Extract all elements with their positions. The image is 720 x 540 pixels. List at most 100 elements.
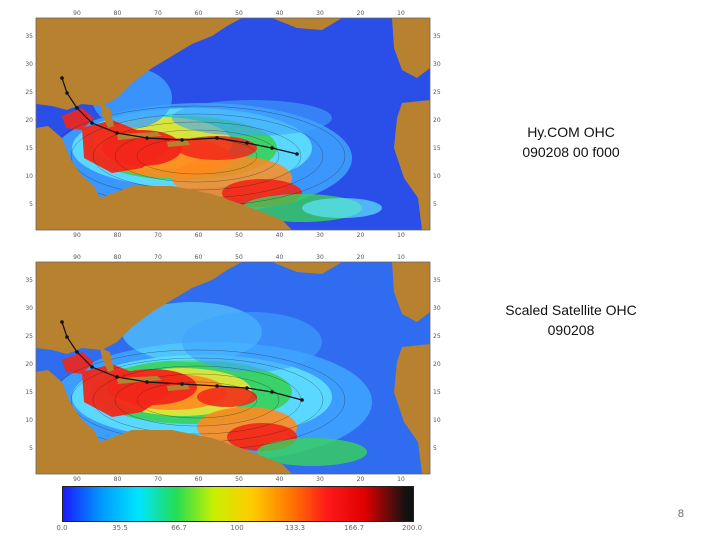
land-north-america (36, 18, 242, 110)
ohc-colorbar: 0.0 35.5 66.7 100 133.3 166.7 200.0 (56, 484, 422, 534)
storm-track-point (115, 375, 119, 379)
colorbar-label: 200.0 (401, 524, 423, 532)
land-north-america (36, 262, 242, 354)
latitude-tick-label-right: 35 (433, 33, 441, 40)
land-africa (394, 100, 430, 230)
latitude-tick-label-right: 15 (433, 389, 441, 396)
land-hispaniola (167, 384, 190, 391)
latitude-tick-label-left: 15 (25, 389, 33, 396)
ohc-contour-line (136, 137, 258, 175)
longitude-tick-label-bottom: 90 (73, 476, 81, 482)
latitude-tick-label-right: 20 (433, 117, 441, 124)
latitude-tick-label-right: 25 (433, 333, 441, 340)
land-florida (100, 104, 114, 128)
land-central-america (36, 126, 100, 198)
longitude-tick-label-bottom: 10 (397, 476, 405, 482)
longitude-tick-label-bottom: 20 (357, 232, 365, 238)
ohc-field-region (197, 387, 257, 407)
longitude-tick-label-top: 50 (235, 254, 243, 261)
longitude-tick-label-bottom: 60 (195, 476, 203, 482)
hycom-ohc-caption: Hy.COM OHC 090208 00 f000 (471, 122, 671, 162)
ohc-contour-line (92, 121, 302, 191)
satellite-ohc-title: Scaled Satellite OHC (505, 302, 637, 318)
land-central-america (36, 370, 100, 442)
storm-track-point (300, 398, 304, 402)
storm-track-point (245, 141, 249, 145)
longitude-tick-label-bottom: 30 (316, 476, 324, 482)
longitude-tick-label-bottom: 80 (114, 476, 122, 482)
land-florida (100, 348, 114, 372)
longitude-tick-label-bottom: 80 (114, 232, 122, 238)
map-frame-border (35, 17, 431, 231)
land-europe (392, 18, 430, 78)
latitude-tick-label-right: 30 (433, 61, 441, 68)
latitude-tick-label-right: 35 (433, 277, 441, 284)
longitude-tick-label-top: 70 (154, 254, 162, 261)
storm-track-point (65, 91, 69, 95)
storm-track-point (145, 380, 149, 384)
longitude-tick-label-top: 20 (357, 10, 365, 17)
longitude-tick-label-bottom: 50 (235, 232, 243, 238)
latitude-tick-label-left: 10 (25, 417, 33, 424)
latitude-tick-label-left: 10 (25, 173, 33, 180)
longitude-tick-label-top: 80 (114, 254, 122, 261)
storm-track-point (60, 76, 64, 80)
satellite-ohc-map: 90 90 80 80 70 70 60 60 50 50 40 40 30 30 20 20 10 10 35 35… (22, 252, 442, 482)
latitude-tick-label-right: 30 (433, 305, 441, 312)
latitude-tick-label-right: 20 (433, 361, 441, 368)
latitude-tick-label-left: 15 (25, 145, 33, 152)
latitude-tick-label-right: 10 (433, 173, 441, 180)
land-greenland (272, 18, 342, 30)
ohc-field-region (302, 198, 382, 218)
ohc-contour-line (136, 381, 258, 419)
storm-track-point (245, 386, 249, 390)
storm-track-point (90, 121, 94, 125)
land-greenland (272, 262, 342, 274)
land-europe (392, 262, 430, 322)
ohc-hotspot-gulf (62, 352, 94, 374)
map-plot-area (36, 262, 430, 474)
latitude-tick-label-left: 5 (29, 445, 33, 452)
storm-track-point (180, 382, 184, 386)
latitude-tick-label-right: 10 (433, 417, 441, 424)
colorbar-label: 133.3 (284, 524, 306, 532)
latitude-tick-label-left: 30 (25, 61, 33, 68)
ohc-field-region (182, 312, 322, 372)
satellite-ohc-date: 090208 (547, 322, 595, 338)
storm-track-point (295, 152, 299, 156)
latitude-tick-label-right: 15 (433, 145, 441, 152)
map-plot-area (36, 18, 430, 230)
longitude-tick-label-bottom: 20 (357, 476, 365, 482)
land-south-america (36, 430, 292, 474)
latitude-tick-label-right: 25 (433, 89, 441, 96)
longitude-tick-label-top: 40 (276, 10, 284, 17)
ohc-field-region (177, 136, 257, 160)
storm-track-point (215, 136, 219, 140)
hycom-ohc-title: Hy.COM OHC (527, 124, 615, 140)
longitude-tick-label-top: 10 (397, 10, 405, 17)
satellite-ohc-map-graphic: 90 90 80 80 70 70 60 60 50 50 40 40 30 30 20 20 10 10 35 35… (25, 254, 441, 482)
hycom-ohc-map: 90 90 80 80 70 70 60 60 50 50 40 40 30 30 20 20 10 10 35 35… (22, 8, 442, 238)
latitude-tick-label-left: 5 (29, 201, 33, 208)
storm-track-point (180, 138, 184, 142)
ohc-contour-line (114, 129, 280, 183)
longitude-tick-label-top: 90 (73, 10, 81, 17)
latitude-tick-label-left: 30 (25, 305, 33, 312)
latitude-tick-label-right: 5 (433, 445, 437, 452)
longitude-tick-label-top: 60 (195, 10, 203, 17)
storm-track-point (270, 146, 274, 150)
latitude-tick-label-right: 5 (433, 201, 437, 208)
storm-track-point (145, 136, 149, 140)
storm-track-point (75, 106, 79, 110)
satellite-ohc-caption: Scaled Satellite OHC 090208 (471, 300, 671, 340)
page-number: 8 (677, 508, 684, 520)
storm-track-point (65, 335, 69, 339)
hycom-ohc-map-graphic: 90 90 80 80 70 70 60 60 50 50 40 40 30 30 20 20 10 10 35 35… (25, 10, 441, 238)
longitude-tick-label-top: 50 (235, 10, 243, 17)
colorbar-label: 0.0 (56, 524, 68, 532)
land-africa (394, 344, 430, 474)
longitude-tick-label-bottom: 40 (276, 476, 284, 482)
longitude-tick-label-top: 90 (73, 254, 81, 261)
land-hispaniola (167, 140, 190, 147)
colorbar-label: 35.5 (112, 524, 128, 532)
